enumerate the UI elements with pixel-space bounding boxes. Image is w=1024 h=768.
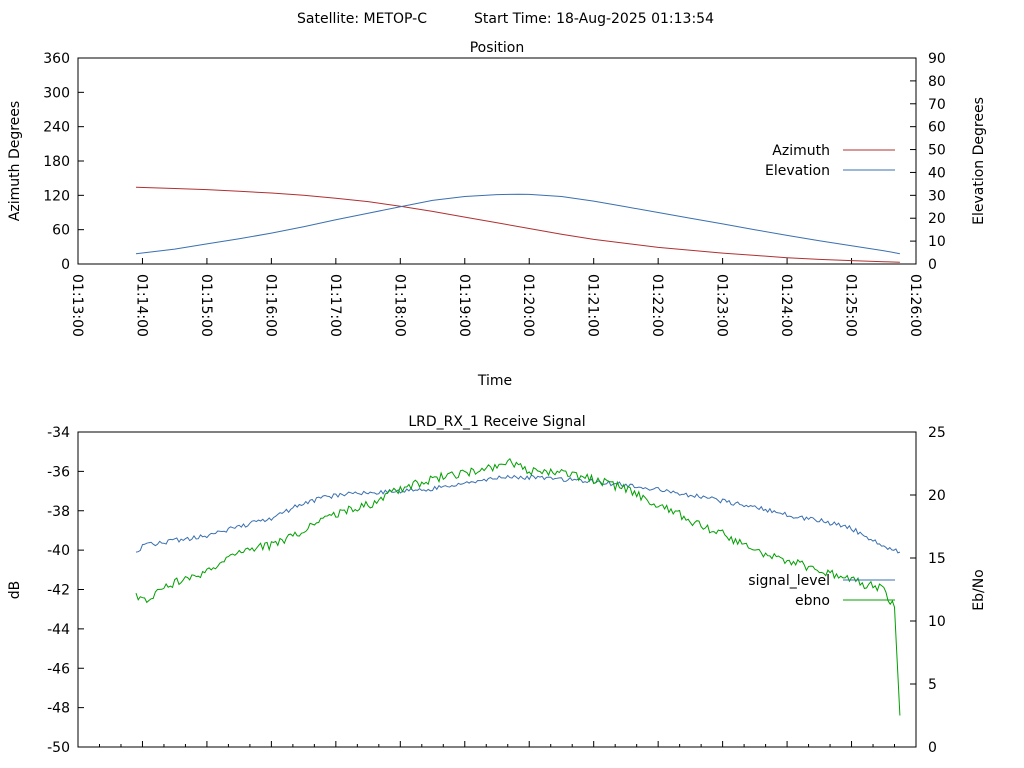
position-y-left-tick-label: 300 bbox=[43, 85, 70, 101]
signal-y-left-tick-label: -46 bbox=[47, 661, 70, 677]
signal-series-signal-level bbox=[135, 474, 901, 554]
signal-y-left-tick-label: -50 bbox=[47, 740, 70, 756]
signal-y-right-tick-label: 20 bbox=[928, 488, 946, 504]
position-y-right-tick-label: 20 bbox=[928, 211, 946, 227]
position-x-tick-label: 01:26:00 bbox=[907, 274, 923, 337]
signal-chart-title: LRD_RX_1 Receive Signal bbox=[408, 414, 585, 430]
position-y-left-tick-label: 240 bbox=[43, 120, 70, 136]
signal-chart: -34 -36 -38 -40 -42 -44 -46 -48 -50 0 5 10 15 20 25 sig… bbox=[47, 425, 946, 756]
signal-legend-label-ebno: ebno bbox=[795, 593, 830, 609]
position-y-right-tick-label: 60 bbox=[928, 120, 946, 136]
satellite-label: Satellite: METOP-C bbox=[297, 11, 427, 27]
position-y-right-tick-label: 0 bbox=[928, 257, 937, 273]
position-x-tick-label: 01:21:00 bbox=[585, 274, 601, 337]
position-x-tick-label: 01:20:00 bbox=[520, 274, 536, 337]
position-x-axis-label: Time bbox=[477, 373, 512, 389]
signal-legend-label-signal-level: signal_level bbox=[748, 573, 830, 589]
position-y-right-tick-label: 30 bbox=[928, 188, 946, 204]
signal-y-left-tick-label: -36 bbox=[47, 464, 70, 480]
signal-y-left-label: dB bbox=[7, 581, 23, 600]
position-y-left-tick-label: 180 bbox=[43, 154, 70, 170]
signal-y-left-tick-label: -38 bbox=[47, 504, 70, 520]
position-chart: 0 60 120 180 240 300 360 0 10 20 30 40 50 60 70 80 90 01:… bbox=[43, 51, 946, 337]
position-x-tick-label: 01:24:00 bbox=[778, 274, 794, 337]
position-x-tick-label: 01:19:00 bbox=[456, 274, 472, 337]
position-y-right-tick-label: 80 bbox=[928, 74, 946, 90]
signal-series-ebno bbox=[135, 457, 901, 716]
signal-y-right-tick-label: 5 bbox=[928, 677, 937, 693]
position-y-right-tick-label: 10 bbox=[928, 234, 946, 250]
signal-y-left-tick-label: -40 bbox=[47, 543, 70, 559]
signal-y-right-tick-label: 0 bbox=[928, 740, 937, 756]
position-plot-frame bbox=[77, 57, 917, 265]
signal-y-right-label: Eb/No bbox=[971, 569, 987, 611]
position-x-tick-label: 01:14:00 bbox=[133, 274, 149, 337]
signal-y-right-tick-label: 25 bbox=[928, 425, 946, 441]
position-x-tick-label: 01:15:00 bbox=[198, 274, 214, 337]
position-x-tick-label: 01:13:00 bbox=[69, 274, 85, 337]
position-x-tick-label: 01:16:00 bbox=[262, 274, 278, 337]
position-x-tick-label: 01:23:00 bbox=[714, 274, 730, 337]
position-y-right-tick-label: 40 bbox=[928, 165, 946, 181]
position-x-tick-label: 01:25:00 bbox=[843, 274, 859, 337]
position-y-right-tick-label: 90 bbox=[928, 51, 946, 67]
signal-y-left-tick-label: -42 bbox=[47, 583, 70, 599]
position-x-tick-label: 01:18:00 bbox=[391, 274, 407, 337]
position-chart-title: Position bbox=[470, 40, 525, 56]
signal-y-left-tick-label: -34 bbox=[47, 425, 70, 441]
signal-y-right-tick-label: 15 bbox=[928, 551, 946, 567]
signal-y-right-tick-label: 10 bbox=[928, 614, 946, 630]
position-x-tick-label: 01:17:00 bbox=[327, 274, 343, 337]
position-y-right-label: Elevation Degrees bbox=[971, 97, 987, 225]
position-legend-label-elevation: Elevation bbox=[765, 163, 830, 179]
position-y-left-tick-label: 0 bbox=[61, 257, 70, 273]
position-y-right-tick-label: 70 bbox=[928, 97, 946, 113]
signal-y-left-tick-label: -44 bbox=[47, 622, 70, 638]
position-y-left-tick-label: 60 bbox=[52, 223, 70, 239]
position-series-azimuth bbox=[135, 186, 900, 263]
position-series-elevation bbox=[135, 193, 900, 255]
start-time-label: Start Time: 18-Aug-2025 01:13:54 bbox=[474, 11, 714, 27]
position-x-tick-label: 01:22:00 bbox=[649, 274, 665, 337]
position-y-left-label: Azimuth Degrees bbox=[7, 101, 23, 221]
position-y-right-tick-label: 50 bbox=[928, 143, 946, 159]
signal-y-left-tick-label: -48 bbox=[47, 701, 70, 717]
position-legend-label-azimuth: Azimuth bbox=[772, 143, 830, 159]
position-y-left-tick-label: 120 bbox=[43, 188, 70, 204]
position-y-left-tick-label: 360 bbox=[43, 51, 70, 67]
